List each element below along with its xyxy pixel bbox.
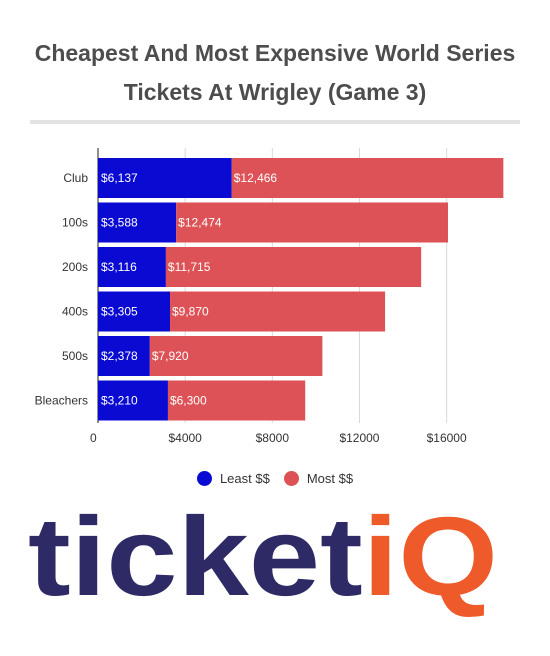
bar-most <box>165 247 422 287</box>
bar-most <box>170 291 386 332</box>
data-label-most: $9,870 <box>172 305 209 319</box>
legend-swatch-least <box>196 471 212 486</box>
bar-most <box>149 336 323 376</box>
data-label-least: $3,210 <box>101 394 138 408</box>
category-label: 200s <box>62 260 88 274</box>
x-tick-label: $12000 <box>339 431 379 445</box>
chart-legend: Least $$ Most $$ <box>0 471 550 486</box>
data-label-least: $2,378 <box>101 349 138 363</box>
x-tick-label: 0 <box>90 431 97 445</box>
data-label-most: $12,474 <box>178 216 222 230</box>
logo-text-ticket: ticket <box>28 500 363 619</box>
data-label-most: $12,466 <box>234 171 278 185</box>
category-label: 100s <box>62 216 88 230</box>
bar-least <box>98 380 168 421</box>
legend-label-least: Least $$ <box>219 471 270 486</box>
data-label-least: $3,588 <box>101 216 138 230</box>
bar-least <box>98 247 166 287</box>
data-label-least: $3,305 <box>101 305 138 319</box>
x-tick-label: $4000 <box>168 431 202 445</box>
bar-most <box>167 380 306 421</box>
legend-label-most: Most $$ <box>306 471 354 486</box>
chart-title-line-1: Cheapest And Most Expensive World Series <box>34 40 516 66</box>
bar-least <box>98 291 171 332</box>
data-label-least: $6,137 <box>101 171 138 185</box>
ticketiq-logo: ticket iQ <box>28 500 498 619</box>
logo-text-iq: iQ <box>363 500 498 619</box>
bar-least <box>98 202 177 243</box>
bar-most <box>231 158 504 198</box>
bar-least <box>98 336 150 376</box>
data-label-most: $7,920 <box>152 349 189 363</box>
legend-item-least: Least $$ <box>196 471 270 486</box>
legend-item-most: Most $$ <box>283 471 354 486</box>
x-tick-label: $8000 <box>256 431 290 445</box>
category-label: 400s <box>62 305 88 319</box>
x-tick-label: $16000 <box>427 431 467 445</box>
data-label-most: $6,300 <box>170 394 207 408</box>
data-label-least: $3,116 <box>101 260 137 274</box>
chart-title: Cheapest And Most Expensive World Series… <box>0 34 550 112</box>
category-label: Club <box>63 171 88 185</box>
chart-title-line-2: Tickets At Wrigley (Game 3) <box>123 79 427 105</box>
legend-swatch-most <box>283 471 299 486</box>
title-divider <box>30 120 520 124</box>
bar-least <box>98 158 232 198</box>
category-label: 500s <box>62 349 88 363</box>
category-label: Bleachers <box>35 394 88 408</box>
data-label-most: $11,715 <box>168 260 211 274</box>
bar-chart: 0 $4000 $8000 $12000 $16000 Club $6,137 $12,466… <box>35 148 504 445</box>
bar-most <box>176 202 448 243</box>
